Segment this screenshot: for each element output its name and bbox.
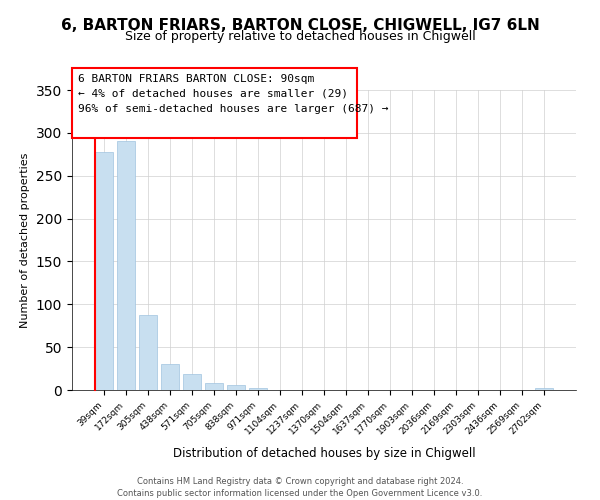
X-axis label: Distribution of detached houses by size in Chigwell: Distribution of detached houses by size … [173,447,475,460]
Text: Contains HM Land Registry data © Crown copyright and database right 2024.: Contains HM Land Registry data © Crown c… [137,478,463,486]
Text: 6 BARTON FRIARS BARTON CLOSE: 90sqm: 6 BARTON FRIARS BARTON CLOSE: 90sqm [78,74,314,84]
Bar [205,383,223,390]
Bar [139,314,157,390]
Bar [95,152,113,390]
Bar [535,388,553,390]
Text: Contains public sector information licensed under the Open Government Licence v3: Contains public sector information licen… [118,489,482,498]
Bar [117,142,134,390]
Text: ← 4% of detached houses are smaller (29): ← 4% of detached houses are smaller (29) [78,88,348,99]
Bar [161,364,179,390]
Text: 96% of semi-detached houses are larger (687) →: 96% of semi-detached houses are larger (… [78,104,389,114]
Bar [249,388,267,390]
Bar [183,374,200,390]
Text: 6, BARTON FRIARS, BARTON CLOSE, CHIGWELL, IG7 6LN: 6, BARTON FRIARS, BARTON CLOSE, CHIGWELL… [61,18,539,32]
Y-axis label: Number of detached properties: Number of detached properties [20,152,31,328]
Text: Size of property relative to detached houses in Chigwell: Size of property relative to detached ho… [125,30,475,43]
Bar [227,385,245,390]
